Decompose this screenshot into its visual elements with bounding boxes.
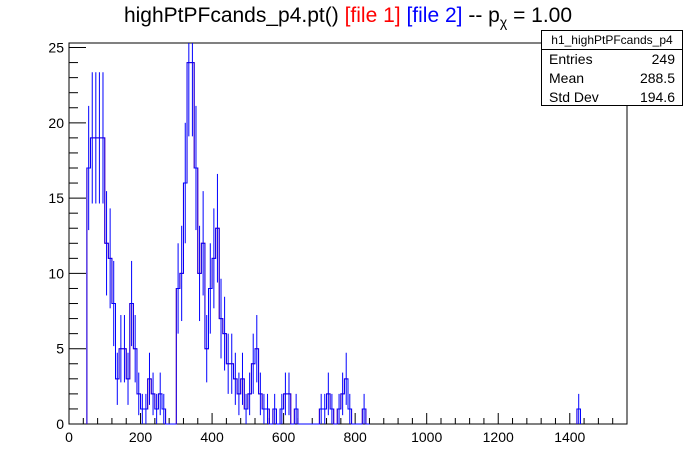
stats-entries-label: Entries	[549, 51, 593, 67]
x-tick-label: 1200	[483, 429, 514, 445]
stats-row-entries: Entries 249	[542, 50, 682, 69]
stats-entries-value: 249	[651, 51, 675, 67]
stats-row-mean: Mean 288.5	[542, 69, 682, 88]
y-axis-ticks: 0 5 10 15 20 25	[48, 40, 86, 432]
axes	[68, 42, 628, 425]
series-1	[86, 62, 581, 425]
title-prefix: highPtPFcands_p4.pt()	[123, 4, 339, 27]
title-p: p	[488, 4, 500, 27]
y-tick-label: 25	[48, 40, 64, 56]
x-tick-label: 1400	[554, 429, 585, 445]
y-tick-label: 0	[56, 416, 64, 432]
title-eq: = 1.00	[513, 4, 573, 27]
stats-row-stddev: Std Dev 194.6	[542, 88, 682, 107]
x-axis-ticks: 0 200 400 600 800 1000 1200 1400	[65, 413, 628, 445]
stats-stddev-label: Std Dev	[549, 89, 599, 105]
x-tick-label: 600	[272, 429, 296, 445]
stats-stddev-value: 194.6	[639, 89, 675, 105]
plot-frame	[68, 42, 628, 425]
stats-histogram-name: h1_highPtPFcands_p4	[542, 31, 682, 50]
title-dashes: --	[468, 4, 483, 27]
title-file1: [file 1]	[344, 4, 401, 27]
stats-mean-value: 288.5	[639, 70, 675, 86]
y-tick-label: 10	[48, 265, 64, 281]
stats-box: h1_highPtPFcands_p4 Entries 249 Mean 288.5…	[541, 30, 683, 106]
x-tick-label: 1000	[411, 429, 442, 445]
chart-title: highPtPFcands_p4.pt() [file 1] [file 2] …	[0, 4, 696, 30]
series-layer	[86, 43, 581, 425]
title-file2: [file 2]	[406, 4, 463, 27]
x-tick-label: 800	[343, 429, 367, 445]
x-tick-label: 0	[65, 429, 73, 445]
x-tick-label: 400	[200, 429, 224, 445]
stats-mean-label: Mean	[549, 70, 585, 86]
y-tick-label: 15	[48, 190, 64, 206]
y-tick-label: 20	[48, 115, 64, 131]
x-tick-label: 200	[129, 429, 153, 445]
y-tick-label: 5	[56, 341, 64, 357]
title-chi: χ	[499, 14, 508, 31]
series-2	[86, 43, 581, 425]
